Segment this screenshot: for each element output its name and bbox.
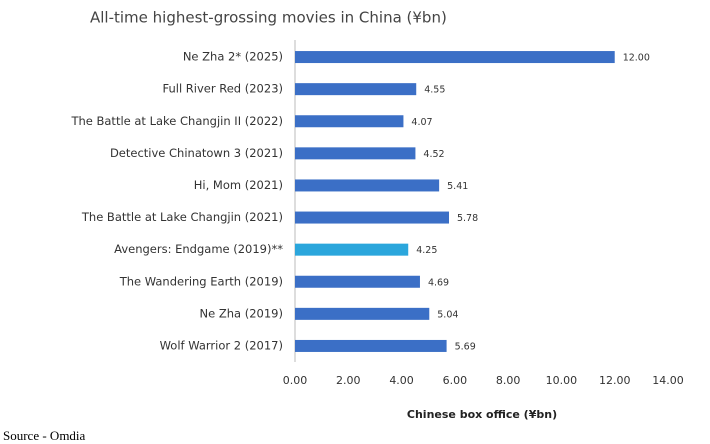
x-tick-label: 0.00 xyxy=(283,374,308,387)
y-tick-label: Detective Chinatown 3 (2021) xyxy=(110,146,283,160)
bar xyxy=(295,243,409,256)
x-tick-label: 8.00 xyxy=(496,374,521,387)
value-label: 5.04 xyxy=(437,309,458,320)
bar xyxy=(295,83,417,96)
bar xyxy=(295,211,449,224)
x-tick-label: 10.00 xyxy=(546,374,578,387)
x-tick-label: 4.00 xyxy=(389,374,414,387)
value-label: 4.07 xyxy=(411,117,432,128)
y-tick-label: The Battle at Lake Changjin II (2022) xyxy=(70,114,283,128)
y-tick-label: Avengers: Endgame (2019)** xyxy=(114,242,283,256)
value-label: 5.41 xyxy=(447,181,468,192)
bar xyxy=(295,179,440,192)
y-tick-label: The Wandering Earth (2019) xyxy=(119,274,283,288)
value-label: 5.69 xyxy=(455,341,476,352)
value-label: 4.25 xyxy=(416,245,437,256)
y-tick-label: Ne Zha 2* (2025) xyxy=(183,50,283,64)
x-axis-title: Chinese box office (¥bn) xyxy=(407,408,557,421)
value-label: 12.00 xyxy=(623,53,650,64)
y-tick-label: Ne Zha (2019) xyxy=(200,306,283,320)
y-tick-label: The Battle at Lake Changjin (2021) xyxy=(81,210,283,224)
chart-title: All-time highest-grossing movies in Chin… xyxy=(90,9,447,27)
bar xyxy=(295,339,447,352)
y-tick-label: Hi, Mom (2021) xyxy=(194,178,283,192)
source: Source - Omdia xyxy=(3,428,86,443)
bar xyxy=(295,51,615,64)
bar xyxy=(295,275,420,288)
value-label: 4.69 xyxy=(428,277,449,288)
value-label: 4.55 xyxy=(424,85,445,96)
bar xyxy=(295,115,404,128)
value-label: 4.52 xyxy=(423,149,444,160)
y-tick-label: Wolf Warrior 2 (2017) xyxy=(160,338,283,352)
x-tick-label: 14.00 xyxy=(652,374,684,387)
value-label: 5.78 xyxy=(457,213,478,224)
x-tick-label: 6.00 xyxy=(443,374,468,387)
y-tick-label: Full River Red (2023) xyxy=(162,82,283,96)
x-tick-label: 2.00 xyxy=(336,374,361,387)
bar xyxy=(295,147,416,160)
x-tick-label: 12.00 xyxy=(599,374,631,387)
bar xyxy=(295,307,430,320)
